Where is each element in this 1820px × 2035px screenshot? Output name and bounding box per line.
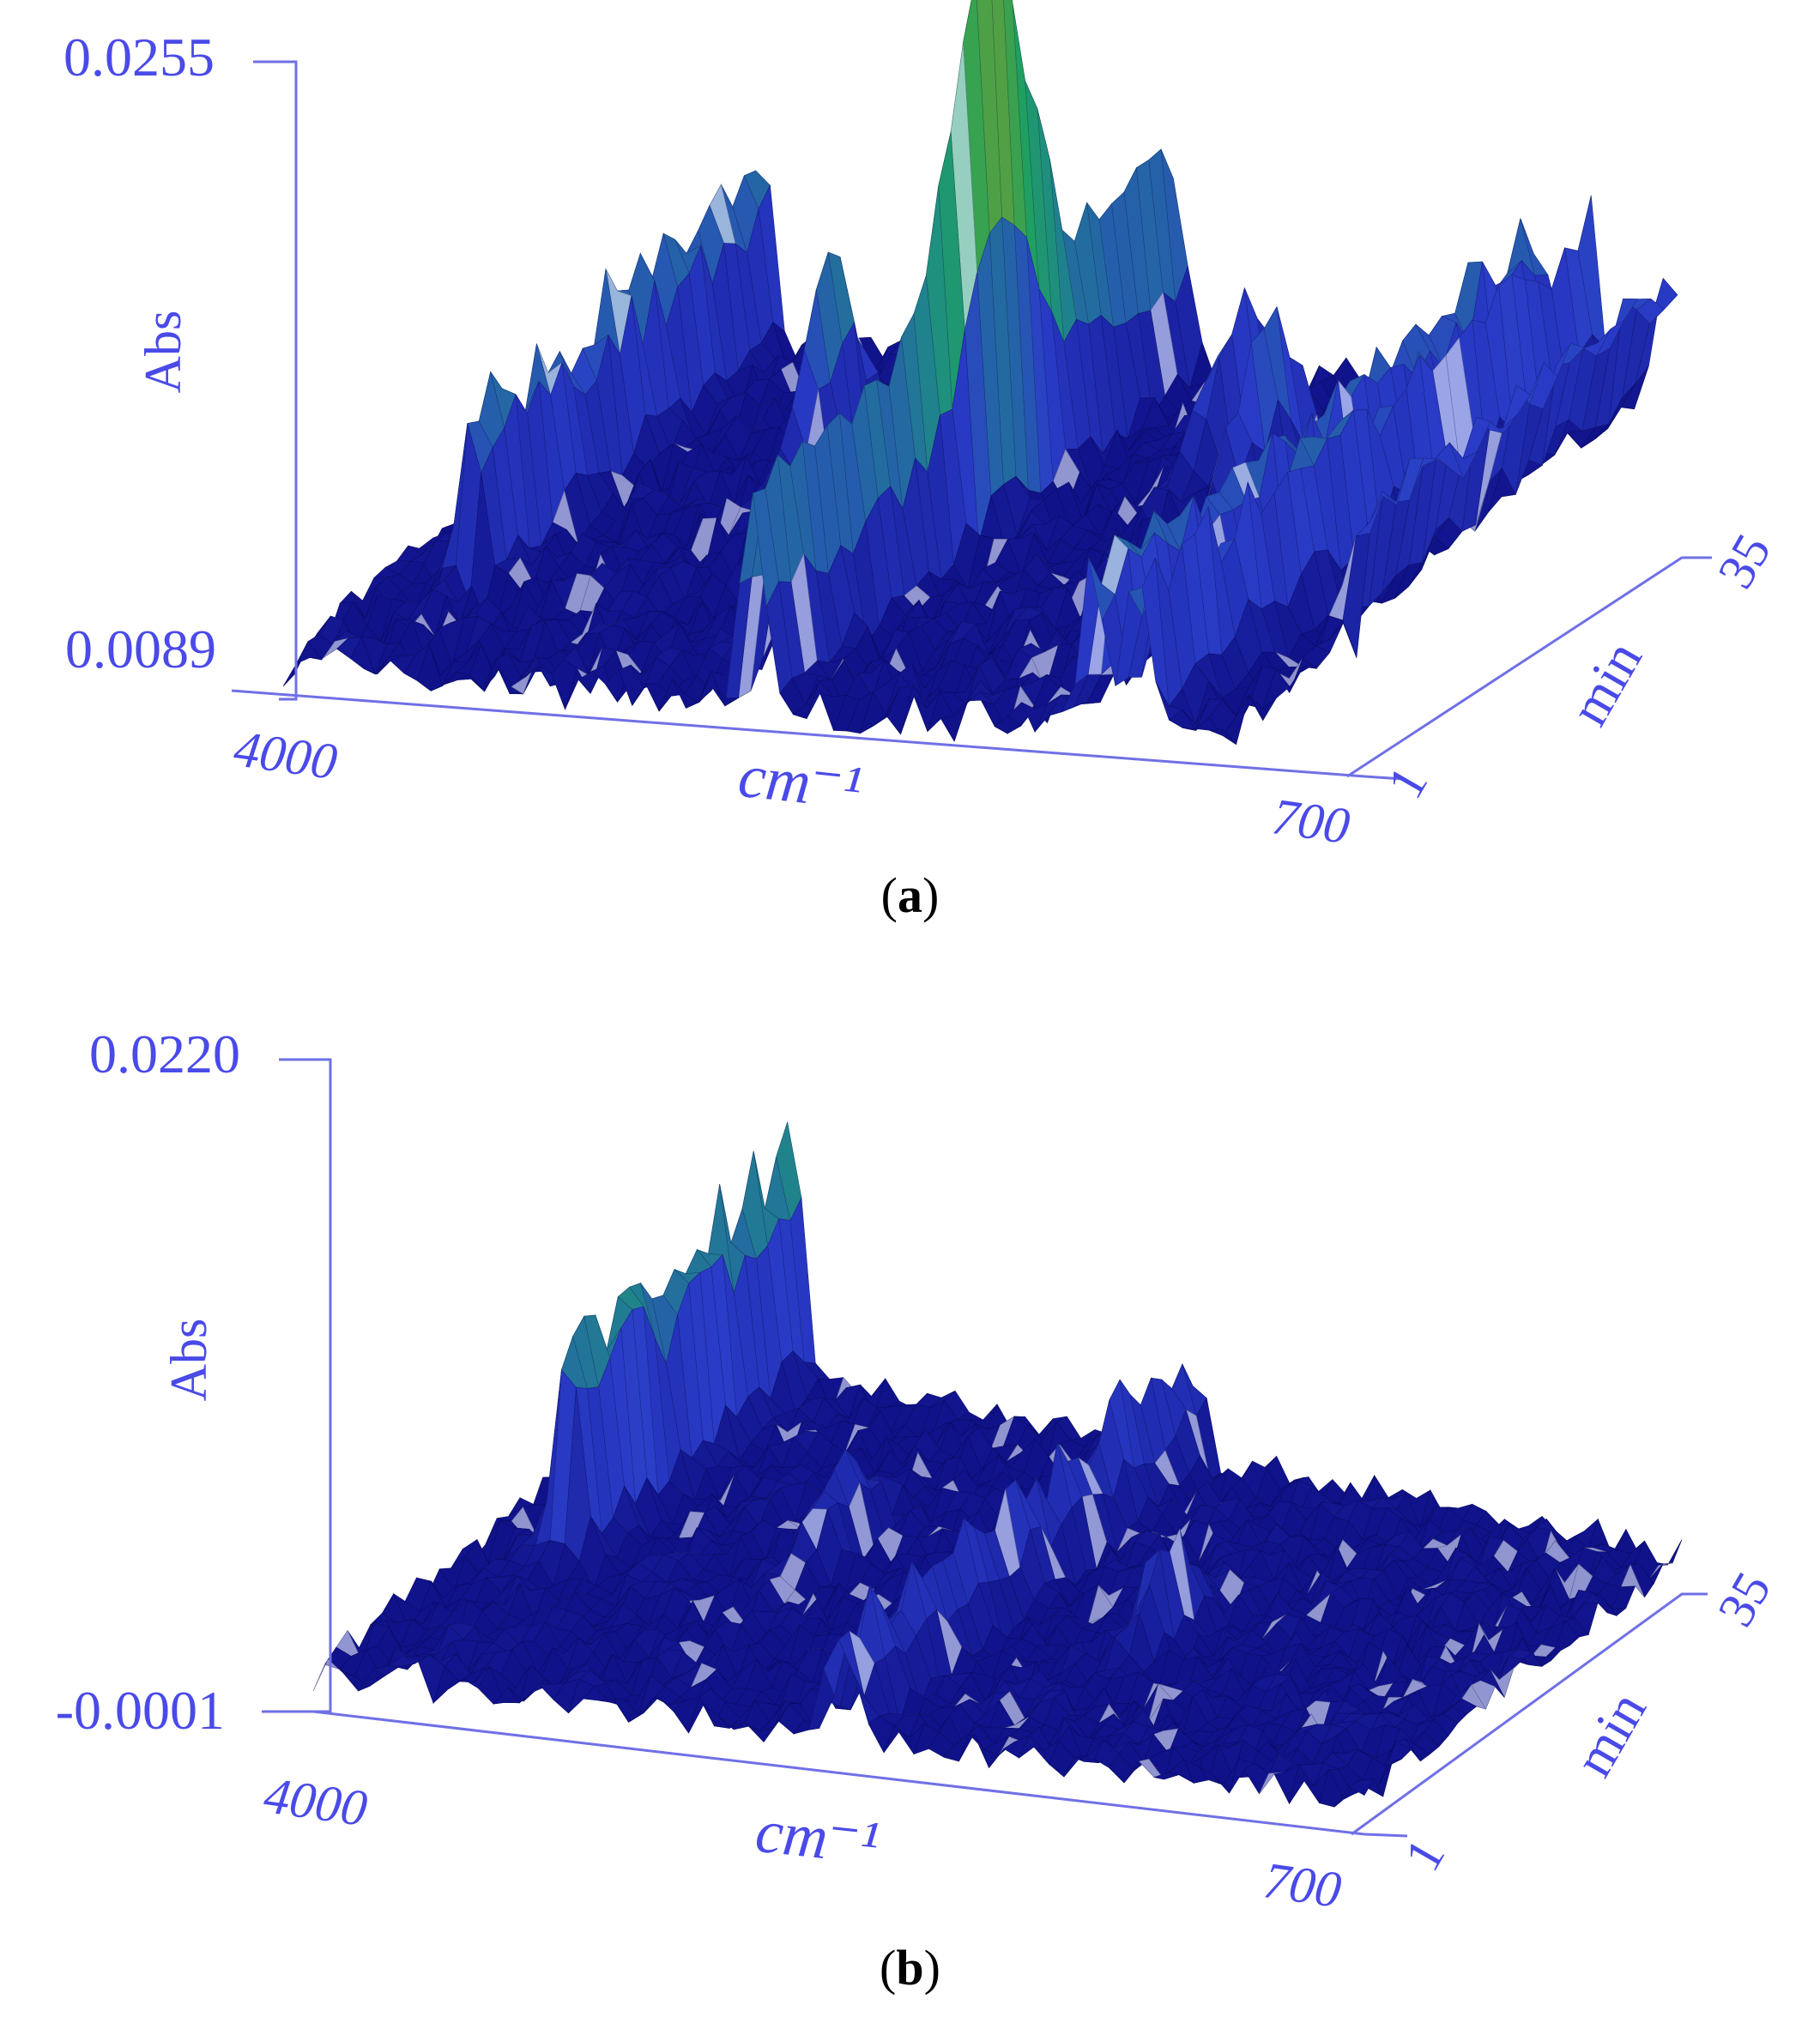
y-tick-end-b: 35 [1707, 1563, 1781, 1636]
chart-panel-a: 0.0255 0.0089 Abs 4000 700 cm⁻¹ 1 35 min… [0, 0, 1820, 944]
x-axis-label-b: cm⁻¹ [753, 1796, 882, 1878]
x-tick-end-a [1363, 775, 1404, 781]
surface-cell [1209, 728, 1237, 745]
y-axis-b [1351, 1592, 1708, 1836]
x-tick-left-b: 4000 [261, 1766, 371, 1837]
z-tick-bottom-a: 0.0089 [65, 619, 216, 679]
y-tick-start-a: 1 [1376, 758, 1438, 808]
z-axis-label-a: Abs [135, 311, 191, 394]
caption-b: (b) [880, 1940, 940, 1996]
x-tick-end-b [1363, 1833, 1408, 1838]
surface-b [312, 1121, 1683, 1808]
chart-panel-b: 0.0220 -0.0001 Abs 4000 700 cm⁻¹ 1 35 mi… [0, 978, 1820, 1996]
caption-a: (a) [880, 867, 940, 923]
y-axis-label-b: min [1563, 1682, 1658, 1786]
surface-chart-a: 0.0255 0.0089 Abs 4000 700 cm⁻¹ 1 35 min [63, 0, 1781, 854]
y-tick-start-b: 1 [1394, 1830, 1455, 1881]
surface-chart-b: 0.0220 -0.0001 Abs 4000 700 cm⁻¹ 1 35 mi… [56, 1024, 1782, 1918]
z-axis-label-b: Abs [160, 1319, 217, 1402]
z-tick-bottom-b: -0.0001 [56, 1680, 225, 1741]
z-tick-top-a: 0.0255 [63, 27, 215, 88]
x-tick-left-a: 4000 [231, 720, 341, 790]
x-axis-b [312, 1710, 1365, 1836]
x-axis-a [231, 689, 1365, 778]
x-tick-right-a: 700 [1269, 788, 1353, 854]
z-axis-b [262, 1058, 332, 1713]
surface-cell [1348, 1778, 1375, 1796]
y-axis-a [1346, 556, 1712, 778]
y-tick-end-a: 35 [1707, 525, 1781, 598]
x-axis-label-a: cm⁻¹ [735, 741, 865, 823]
surface-cell [1658, 1539, 1683, 1566]
y-axis-label-a: min [1558, 631, 1654, 735]
surface-a [282, 0, 1678, 746]
z-tick-top-b: 0.0220 [89, 1024, 240, 1084]
x-tick-right-b: 700 [1261, 1851, 1345, 1918]
z-axis-a [253, 60, 298, 701]
